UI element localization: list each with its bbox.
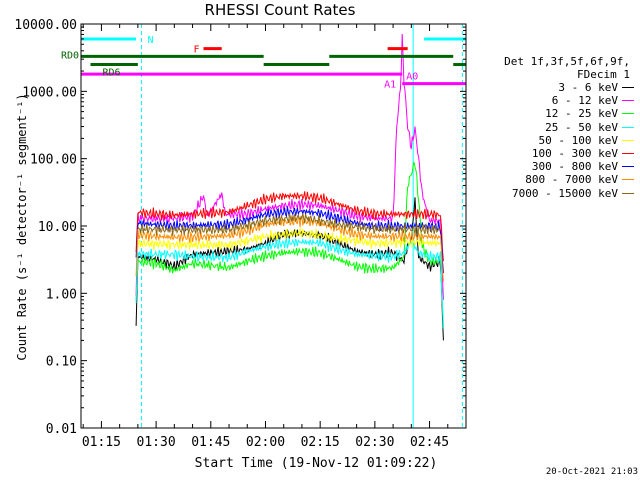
legend-item-4: 25 - 50 keV [470,121,634,134]
chart-title: RHESSI Count Rates [204,1,356,19]
series-line-3 [135,161,444,329]
legend-swatch [622,179,634,181]
legend-label: 300 - 800 keV [531,160,618,174]
state-bar-label-a1: A1 [384,80,396,91]
legend-swatch [622,153,634,154]
legend-label: 7000 - 15000 keV [512,186,618,200]
x-tick-label-1: 01:15 [82,435,121,450]
x-tick-label-7: 02:45 [410,435,449,450]
legend-item-1: 3 - 6 keV [470,81,634,94]
legend-item-8: 800 - 7000 keV [470,173,634,186]
series-line-2 [135,33,444,300]
legend-item-3: 12 - 25 keV [470,107,634,120]
legend-item-5: 50 - 100 keV [470,134,634,147]
legend-swatch [622,192,634,194]
y-axis-label: Count Rate (s⁻¹ detector⁻¹ segment⁻¹) [15,93,29,361]
y-tick-label-3: 1.00 [46,287,77,302]
x-tick-label-5: 02:15 [301,435,340,450]
legend-label: 800 - 7000 keV [525,173,618,187]
legend-item-2: 6 - 12 keV [470,94,634,107]
series-line-4 [135,237,444,329]
x-axis-ticks: 01:15 01:30 01:45 02:00 02:15 02:30 02:45 [82,24,467,450]
legend-title-line-1: Det 1f,3f,5f,6f,9f, [504,55,630,68]
series-line-6 [135,191,444,262]
series-lines [135,33,444,341]
legend-item-6: 100 - 300 keV [470,147,634,160]
legend-swatch [622,126,634,128]
legend-swatch [622,113,634,115]
legend-label: 25 - 50 keV [545,120,618,134]
legend-swatch [622,139,634,141]
legend-swatch [622,100,634,102]
series-line-7 [135,206,444,274]
legend-title-line-2: FDecim 1 [577,68,630,81]
legend-item-9: 7000 - 15000 keV [470,187,634,200]
legend-label: 12 - 25 keV [545,107,618,121]
y-tick-label-4: 10.00 [38,220,77,235]
x-tick-label-2: 01:30 [137,435,176,450]
legend-label: 100 - 300 keV [531,147,618,160]
y-axis-ticks: 0.01 0.10 1.00 10.00 100.00 1000.00 10000.00 [14,18,466,437]
legend-label: 3 - 6 keV [558,81,618,94]
state-bar-label-f: F [193,45,199,56]
y-tick-label-6: 1000.00 [22,85,77,100]
legend-swatch [622,87,634,88]
x-tick-label-4: 02:00 [246,435,285,450]
state-bar-label-rd6: RD6 [102,68,120,79]
y-tick-label-7: 10000.00 [14,18,77,33]
state-bar-label-rd0: RD0 [61,50,79,61]
state-bar-label-a0: A0 [406,72,418,83]
series-line-9 [137,213,441,236]
legend-item-7: 300 - 800 keV [470,160,634,173]
legend-label: 6 - 12 keV [551,94,618,108]
x-tick-label-3: 01:45 [191,435,230,450]
series-line-8 [135,214,444,282]
legend-swatch [622,166,634,168]
legend-label: 50 - 100 keV [538,133,618,147]
x-tick-label-6: 02:30 [355,435,394,450]
y-tick-label-5: 100.00 [30,153,77,168]
state-bars: N F RD0 RD6 A1 A0 [61,35,466,91]
footer-timestamp: 20-Oct-2021 21:03 [545,467,638,477]
y-tick-label-2: 0.10 [46,355,77,370]
x-axis-label: Start Time (19-Nov-12 01:09:22) [194,456,438,471]
state-bar-label-n: N [148,35,154,46]
series-line-5 [137,227,441,251]
y-tick-label-1: 0.01 [46,422,77,437]
